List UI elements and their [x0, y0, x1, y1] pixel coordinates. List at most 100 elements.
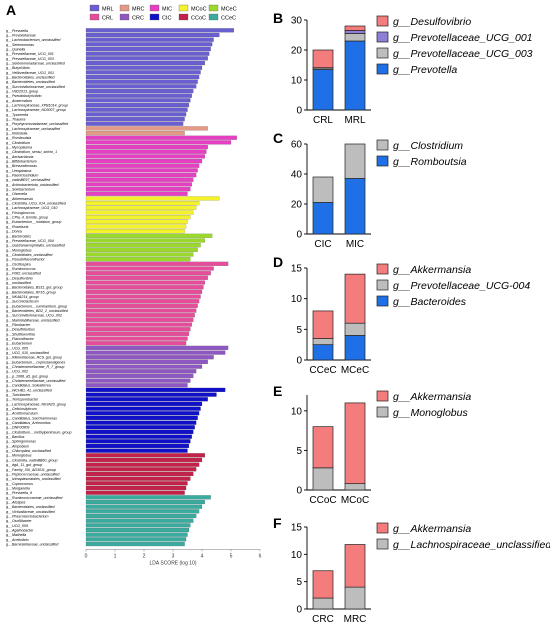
lda-bar [85, 364, 203, 369]
lda-bar-label: g__Bacteroidales_BS11_gut_group [6, 286, 62, 290]
lda-bar [85, 163, 200, 168]
lda-bar [85, 79, 198, 84]
legend-swatch-d [376, 295, 389, 307]
lda-bar [85, 210, 194, 215]
bar-segment-f [344, 544, 366, 588]
legend-swatch-d [376, 279, 389, 291]
lda-bar-label: g__Pseudoflavonifractor [6, 258, 46, 262]
lda-bar [85, 443, 190, 449]
legend-swatch-ccec [208, 13, 219, 21]
lda-bar-label: g__Bacteroides [6, 234, 31, 238]
lda-bar-label: g__Agathobacter [6, 528, 34, 532]
y-tick-label-b: 20 [291, 46, 303, 57]
legend-label-b: g__Prevotellaceae_UCG_003 [393, 48, 533, 60]
x-tick-label-c: CIC [314, 239, 331, 250]
stacked-bar-chart-e: 0 5 10 CCoC MCoC g__Akkermansia g__Monoglobus [291, 390, 471, 506]
lda-bar-label: g__Lachnobacterium_unclassified [6, 38, 61, 42]
lda-bar-label: g__Olsenella [6, 192, 27, 196]
lda-bar [85, 168, 198, 173]
lda-bar-label: g__Eubacterium__ruminantium_group [6, 304, 67, 308]
lda-bar [85, 532, 188, 537]
y-tick-label-f: 15 [291, 523, 303, 534]
lda-bar [85, 467, 197, 472]
lda-bar-label: g__Barnesiellaceae_unclassified [6, 542, 59, 546]
lda-bar [85, 182, 192, 187]
lda-bar [85, 28, 234, 33]
legend-label-cic: CIC [162, 16, 172, 22]
legend-swatch-crc [119, 13, 130, 21]
lda-bar [85, 509, 200, 514]
lda-bar-label: g__Prevotellaceae_UCG_003 [6, 57, 54, 61]
lda-bar [85, 275, 208, 280]
lda-bar-label: g__Ureaplasma [6, 169, 31, 173]
lda-bar-label: g__CPla_4_termite_group [6, 216, 48, 220]
panel-label-a: A [6, 2, 17, 18]
legend-swatch-b [376, 47, 389, 59]
lda-bar-label: g__Paeniclostridium [6, 174, 38, 178]
x-tick-label-e: CCoC [309, 495, 336, 506]
lda-bar [85, 93, 192, 98]
y-tick-label-c: 20 [291, 200, 303, 211]
lda-bar-label: g__Christensenellaceae_R_7_group [6, 365, 64, 369]
x-tick-label-e: MCoC [341, 495, 369, 506]
lda-bar-label: g__Frisingicoccus [6, 211, 35, 215]
lda-bar-label: g__Ruminococcus [6, 267, 36, 271]
legend-swatch-mcec [208, 4, 219, 12]
lda-bar-label: g__Clostridia_UCG_014_unclassified [6, 202, 67, 206]
stacked-bar-chart-d: 0 5 10 15 CCeC MCeC g__Akkermansia g__Prevotell… [291, 264, 530, 377]
lda-bar-label: g__Alistipes [6, 500, 26, 504]
y-tick-label-b: 30 [291, 16, 303, 27]
lda-bar [85, 219, 188, 224]
lda-bar [85, 37, 214, 42]
legend-label-crl: CRL [102, 16, 113, 22]
lda-bar [85, 425, 195, 430]
lda-bar [85, 201, 200, 206]
lda-bar-label: g__Selenomonadaceae_unclassified [6, 61, 66, 65]
lda-bar-label: g__Oscillibacter [6, 519, 32, 523]
y-tick-label-b: 10 [291, 76, 303, 87]
legend-swatch-mrc [119, 4, 130, 12]
legend-swatch-c [376, 139, 389, 151]
lda-bar-label: g__Bacteroidetes_unclassified [6, 80, 56, 84]
lda-bar-label: g__Christensenellaceae_unclassified [6, 379, 66, 383]
lda-bar [85, 238, 205, 243]
bar-segment-d [344, 335, 366, 361]
lda-bar [85, 350, 226, 355]
lda-bar [85, 490, 185, 495]
lda-bar [85, 369, 197, 374]
lda-bar-label: g__Victivallaceae_unclassified [6, 510, 56, 514]
lda-bar [85, 56, 208, 61]
bar-segment-b [344, 40, 366, 111]
lda-x-tick-label: 0 [85, 553, 88, 559]
lda-bar-label: g__Thauera [6, 118, 25, 122]
lda-bar-label: g__Ruminococcaceae_unclassified [6, 496, 63, 500]
lda-bar-label: g__Porphyromonadaceae_unclassified [6, 122, 69, 126]
lda-bar [85, 453, 205, 458]
lda-bar [85, 32, 220, 38]
lda-bar [85, 434, 192, 439]
legend-label-c: g__Clostridium [393, 140, 463, 152]
bar-segment-b [344, 33, 366, 42]
legend-swatch-e [376, 406, 389, 418]
lda-bar-label: g__Shuttleworthia [6, 332, 35, 336]
lda-bar [85, 415, 198, 421]
lda-bar-label: g__Mailhella [6, 533, 26, 537]
bar-segment-c [344, 143, 366, 179]
lda-bar [85, 177, 194, 182]
lda-bar-label: g__Succinivibrionaceae_unclassified [6, 85, 66, 89]
y-tick-label-d: 10 [291, 294, 303, 305]
lda-bar [85, 355, 214, 360]
bar-segment-b [312, 49, 334, 69]
lda-bar-label: g__Turicibacter [6, 393, 31, 397]
lda-bar-label: g__Clostridium [6, 141, 30, 145]
lda-bar [85, 345, 229, 350]
lda-bar-label: g__Prevotellaceae_UCG_004 [6, 239, 54, 243]
legend-label-d: g__Akkermansia [393, 264, 471, 276]
lda-bar-label: g__Peptococcaceae_unclassified [6, 472, 60, 476]
lda-bar-label: g__Izimaplasmatales_unclassified [6, 477, 62, 481]
lda-bar-label: g__UCG_009 [6, 524, 28, 528]
lda-bar-label: g__Tyzzerella [6, 113, 28, 117]
y-tick-label-c: 60 [291, 140, 303, 151]
y-tick-label-b: 0 [296, 106, 302, 117]
lda-bar-label: g__Fibrobacter [6, 323, 31, 327]
